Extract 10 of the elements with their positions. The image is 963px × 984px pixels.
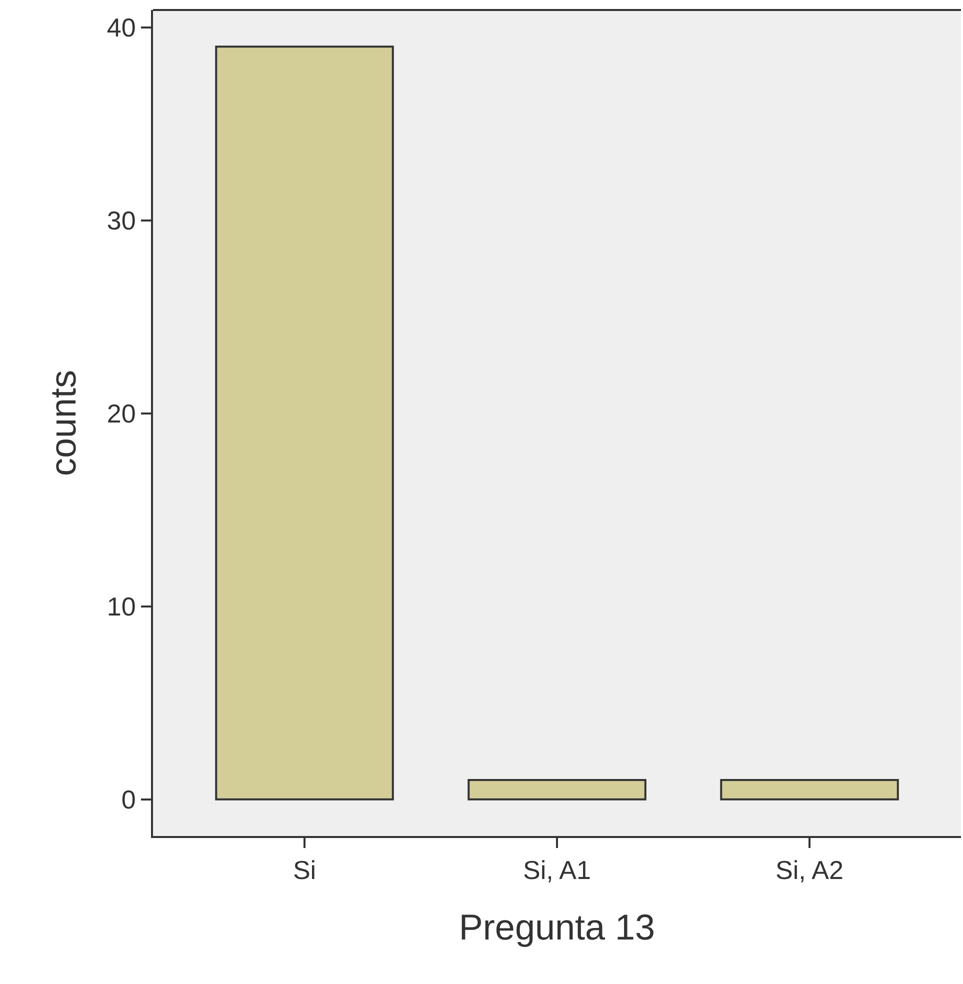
x-axis-title: Pregunta 13 — [458, 906, 656, 948]
x-tick-label: Si, A2 — [776, 855, 844, 886]
y-tick-label: 30 — [106, 205, 136, 236]
x-tick-label: Si, A1 — [523, 855, 591, 886]
y-tick-label: 0 — [121, 784, 136, 814]
y-axis-title: counts — [42, 370, 84, 476]
y-tick-label: 20 — [106, 398, 136, 428]
y-tick-label: 10 — [106, 591, 136, 622]
x-tick-label: Si — [292, 855, 316, 886]
y-tick-label: 40 — [106, 12, 136, 42]
